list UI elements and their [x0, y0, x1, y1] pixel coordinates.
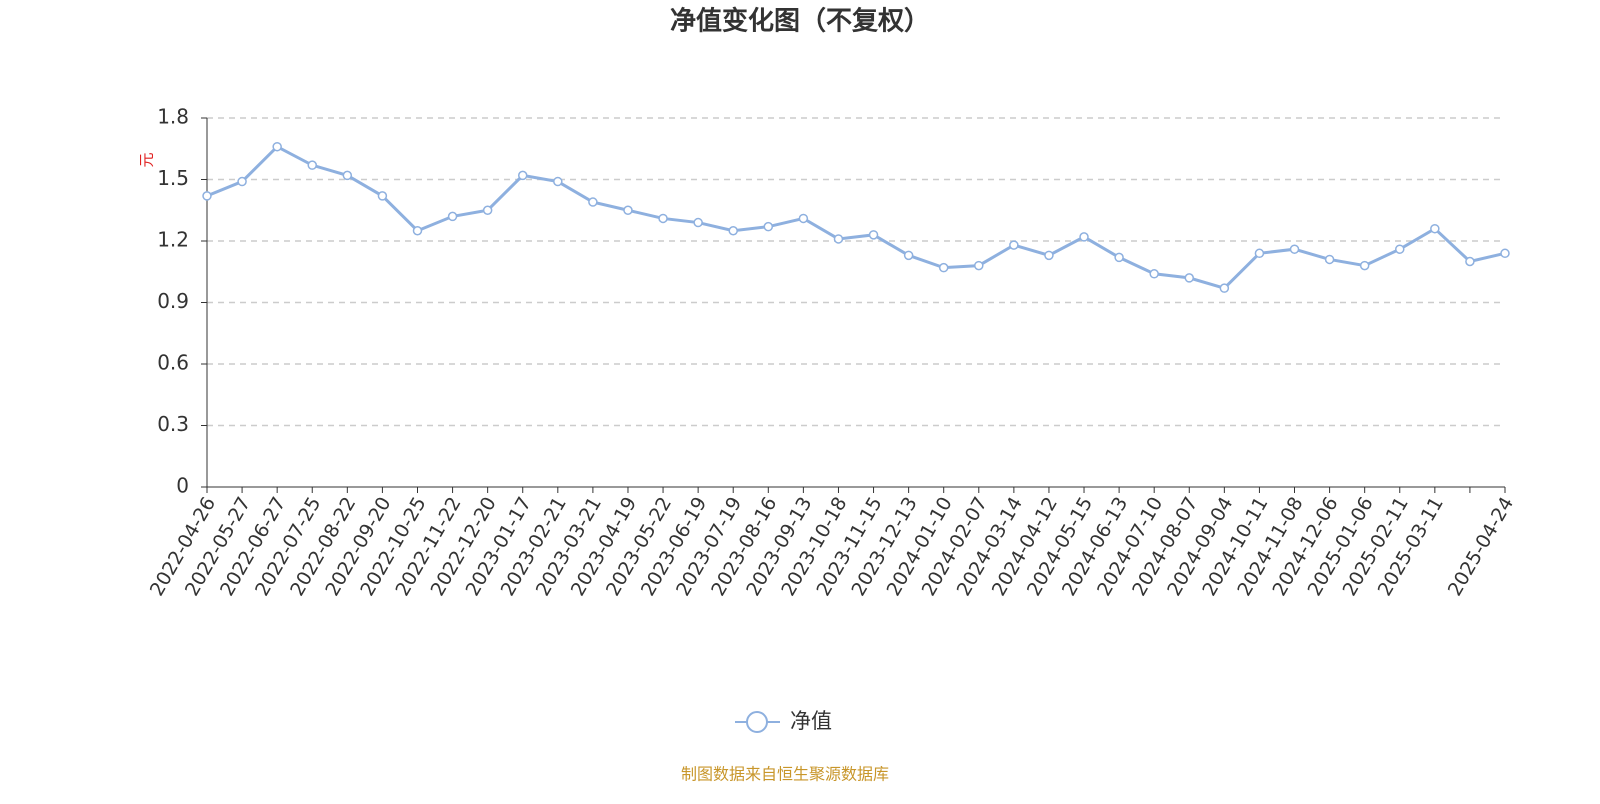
point — [553, 176, 563, 187]
point — [517, 170, 528, 181]
point — [482, 205, 493, 215]
point — [868, 230, 879, 240]
point — [412, 226, 423, 236]
point — [1324, 254, 1335, 265]
y-tick-label: 0.6 — [157, 351, 189, 375]
point — [272, 141, 282, 152]
point — [307, 160, 317, 170]
footer: 制图数据来自恒生聚源数据库 — [681, 765, 889, 784]
chart-title: 净值变化图（不复权） — [670, 6, 930, 37]
point — [377, 191, 388, 201]
point — [1219, 283, 1230, 293]
line — [206, 144, 1506, 290]
point — [1465, 256, 1475, 267]
y-tick-label: 0 — [176, 474, 189, 498]
y-axis-label: 元 — [138, 152, 156, 167]
point — [1044, 250, 1054, 261]
legend-marker — [746, 711, 768, 733]
point — [1184, 273, 1195, 283]
y-tick-label: 1.8 — [157, 105, 189, 129]
point — [658, 213, 668, 224]
point — [237, 176, 247, 187]
point — [623, 205, 633, 215]
point — [1009, 240, 1019, 250]
y-tick-label: 0.9 — [157, 289, 189, 313]
point — [342, 170, 353, 181]
point — [798, 213, 809, 224]
point — [1149, 269, 1159, 279]
point — [938, 262, 949, 273]
point — [447, 211, 458, 222]
point — [693, 217, 703, 228]
y-tick-label: 1.5 — [157, 166, 189, 190]
x-tick-label: 2025-04-24 — [1444, 493, 1518, 600]
point — [974, 260, 984, 271]
y-tick-label: 1.2 — [157, 228, 189, 252]
point — [588, 197, 598, 207]
point — [1430, 223, 1440, 234]
point — [202, 191, 212, 201]
point — [1500, 248, 1510, 259]
point — [728, 226, 738, 236]
legend-label: 净值 — [790, 709, 832, 733]
point — [1254, 248, 1265, 259]
y-tick-label: 0.3 — [157, 412, 189, 436]
point — [1079, 232, 1089, 242]
point — [903, 250, 914, 261]
point — [1395, 244, 1405, 254]
point — [1359, 260, 1370, 271]
point — [1114, 252, 1124, 263]
point — [763, 221, 774, 232]
point — [1289, 244, 1300, 254]
point — [833, 234, 844, 244]
